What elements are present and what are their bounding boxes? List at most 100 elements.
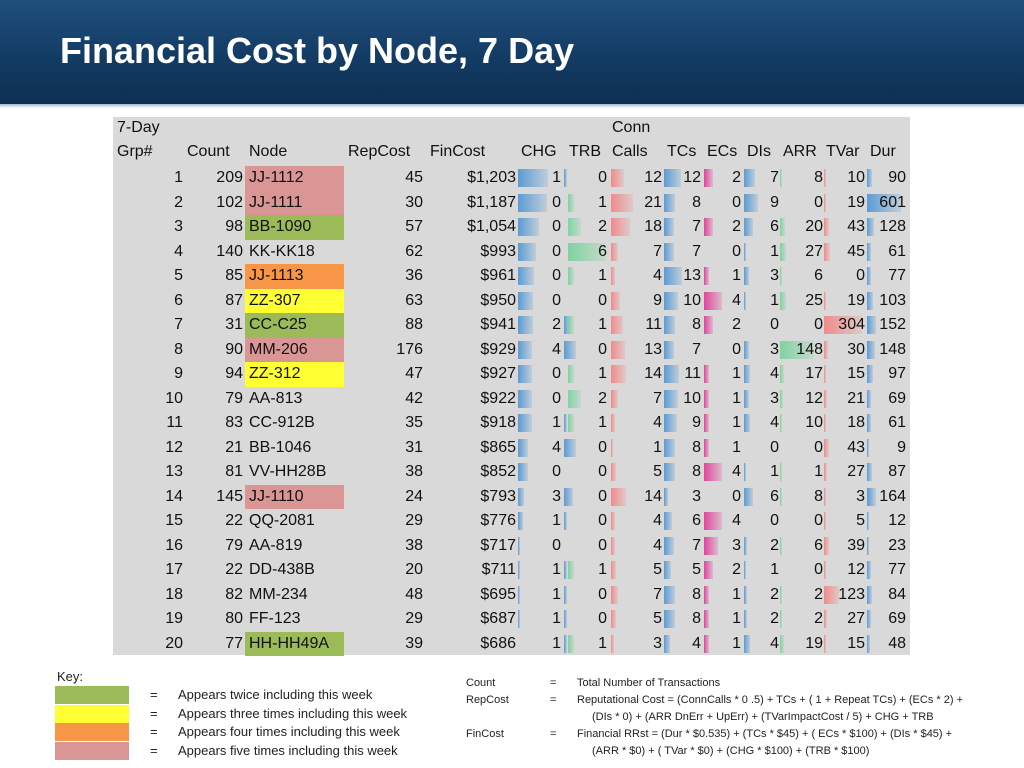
chg-cell: 0 (552, 536, 561, 554)
dis-cell: 0 (770, 438, 779, 456)
header-node: Node (249, 143, 288, 160)
tcs-cell: 12 (683, 169, 701, 186)
grp-cell: 1 (174, 169, 183, 186)
dur-bar (867, 463, 872, 481)
tcs-cell: 7 (692, 340, 701, 358)
arr-bar (780, 218, 785, 236)
count-cell: 145 (216, 487, 243, 505)
dis-cell: 9 (770, 193, 779, 211)
tvar-cell: 30 (847, 340, 865, 358)
grp-cell: 7 (174, 316, 183, 333)
dis-cell: 3 (770, 340, 779, 358)
arr-cell: 6 (814, 536, 823, 554)
dur-bar (867, 438, 869, 457)
trb-bar (568, 218, 581, 236)
dis-bar (744, 218, 754, 236)
node-cell: AA-819 (249, 536, 303, 554)
arr-bar (780, 610, 782, 628)
count-cell: 79 (225, 389, 243, 407)
repcost-cell: 30 (405, 193, 423, 211)
fincost-bar (518, 561, 520, 579)
trb-cell: 0 (598, 536, 607, 554)
calls-cell: 14 (644, 365, 662, 382)
fincost-cell: $776 (480, 512, 516, 529)
tcs-bar (664, 340, 674, 359)
repcost-cell: 20 (405, 561, 423, 578)
node-cell: MM-234 (249, 585, 308, 603)
table-row: BB-1046 12 21 31 $865 4 0 1 8 1 0 0 43 9 (113, 436, 910, 461)
dis-bar (744, 536, 748, 555)
dur-cell: 128 (879, 218, 906, 235)
arr-bar (780, 291, 786, 310)
calls-bar (611, 365, 626, 383)
tcs-cell: 11 (684, 365, 701, 382)
key-equals: = (150, 687, 158, 702)
banner-divider (0, 104, 1024, 108)
fincost-bar (518, 463, 528, 481)
ecs-bar (704, 316, 713, 334)
ecs-bar (704, 536, 718, 555)
trb-cell: 2 (598, 218, 607, 235)
tvar-bar (824, 193, 827, 212)
node-highlight (245, 484, 344, 509)
tcs-cell: 5 (692, 561, 701, 578)
chg-cell: 0 (552, 242, 561, 260)
tcs-cell: 8 (692, 585, 701, 603)
chg-cell: 1 (552, 634, 561, 652)
calls-bar (611, 487, 626, 506)
page-title: Financial Cost by Node, 7 Day (60, 30, 575, 71)
table-row: AA-813 10 79 42 $922 0 2 7 10 1 3 12 21 69 (113, 387, 910, 412)
node-cell: JJ-1111 (249, 193, 303, 211)
dis-bar (744, 414, 751, 432)
fincost-bar (518, 218, 540, 236)
dis-cell: 1 (770, 291, 779, 309)
dur-cell: 9 (897, 438, 906, 456)
chg-bar (564, 585, 567, 604)
calls-cell: 5 (653, 561, 662, 578)
chg-cell: 0 (552, 463, 561, 480)
count-cell: 90 (225, 340, 243, 358)
fincost-cell: $918 (480, 414, 516, 431)
table-row: FF-123 19 80 29 $687 1 0 5 8 1 2 2 27 69 (113, 607, 910, 632)
definition-equals: = (550, 694, 557, 706)
tcs-bar (664, 561, 671, 579)
chg-cell: 0 (552, 365, 561, 382)
chg-bar (564, 316, 570, 334)
ecs-bar (704, 267, 709, 285)
grp-cell: 13 (165, 463, 183, 480)
chg-bar (564, 169, 567, 187)
dis-bar (744, 193, 758, 212)
dur-bar (867, 291, 873, 310)
repcost-cell: 29 (405, 610, 423, 627)
arr-cell: 6 (814, 267, 823, 284)
fincost-cell: $927 (480, 365, 516, 382)
trb-bar (568, 561, 575, 579)
header-dur: Dur (870, 143, 896, 160)
arr-cell: 8 (814, 487, 823, 505)
calls-cell: 7 (653, 585, 662, 603)
fincost-cell: $865 (480, 438, 516, 456)
fincost-bar (518, 585, 520, 604)
chg-cell: 0 (552, 389, 561, 407)
repcost-cell: 176 (396, 340, 423, 358)
tcs-cell: 8 (692, 193, 701, 211)
fincost-cell: $695 (480, 585, 516, 603)
calls-bar (611, 316, 623, 334)
trb-bar (568, 414, 575, 432)
arr-cell: 0 (814, 512, 823, 529)
table-row: JJ-1110 14 145 24 $793 3 0 14 3 0 6 8 3 164 (113, 484, 910, 509)
arr-cell: 1 (814, 463, 823, 480)
header-calls: Calls (612, 143, 648, 160)
calls-cell: 12 (644, 169, 662, 186)
ecs-bar (704, 634, 709, 653)
ecs-cell: 1 (732, 389, 741, 407)
chg-bar (564, 340, 576, 359)
repcost-cell: 38 (405, 536, 423, 554)
arr-bar (780, 389, 783, 408)
tcs-bar (664, 414, 677, 432)
arr-bar (780, 414, 783, 432)
tcs-cell: 7 (692, 536, 701, 554)
node-highlight (245, 337, 344, 362)
table-row: BB-1090 3 98 57 $1,054 0 2 18 7 2 6 20 43 128 (113, 215, 910, 240)
dur-cell: 61 (888, 414, 906, 431)
